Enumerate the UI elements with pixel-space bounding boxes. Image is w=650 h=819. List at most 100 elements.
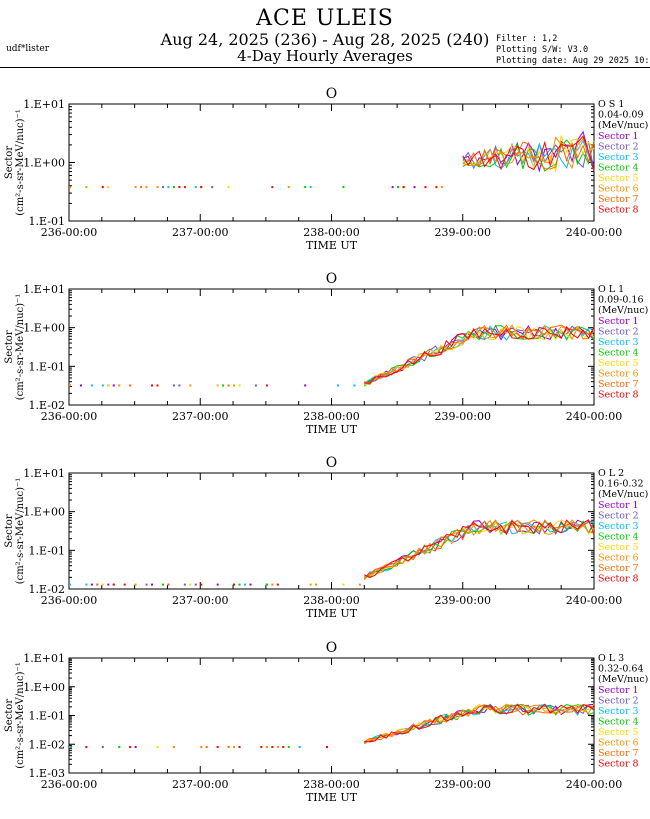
panel-3: O 1.E-02 1.E-01 1.E+00 1.E+01 236-00:00 237-00… <box>4 455 648 620</box>
legend-entry-sector-5: Sector 5 <box>598 542 639 553</box>
data-point-sector-5 <box>156 746 159 749</box>
y-tick-label: 1.E-02 <box>29 583 65 596</box>
x-tick-label: 238-00:00 <box>303 410 359 423</box>
data-point-sector-1 <box>107 583 110 586</box>
y-axis-label: Sector <box>4 146 15 179</box>
legend-entry-sector-8: Sector 8 <box>598 574 639 585</box>
legend-entry-sector-2: Sector 2 <box>598 511 639 522</box>
data-point-sector-6 <box>233 746 236 749</box>
data-point-sector-1 <box>413 186 416 189</box>
series-line-sector-5 <box>364 324 595 385</box>
y-axis-units: (cm²-s-sr-MeV/nuc)⁻¹ <box>15 662 26 769</box>
software-version-label: Plotting S/W: V3.0 <box>496 45 589 55</box>
series-line-sector-5 <box>364 703 595 743</box>
x-axis-label: TIME UT <box>306 239 358 252</box>
panel-title: O <box>326 640 337 656</box>
x-tick-label: 237-00:00 <box>172 410 228 423</box>
data-point-sector-8 <box>238 746 241 749</box>
panel-1: O 1.E-01 1.E+00 1.E+01 236-00:00 237-00:00 238… <box>4 86 648 252</box>
legend-entry-sector-3: Sector 3 <box>598 521 639 532</box>
legend-entry-sector-5: Sector 5 <box>598 358 639 369</box>
legend-entry-sector-3: Sector 3 <box>598 152 639 163</box>
data-point-sector-2 <box>194 583 197 586</box>
legend-title-line: O S 1 <box>598 99 624 110</box>
data-point-sector-5 <box>227 186 230 189</box>
x-tick-label: 239-00:00 <box>435 594 491 607</box>
data-point-sector-3 <box>101 384 104 387</box>
legend-entry-sector-4: Sector 4 <box>598 163 639 174</box>
data-point-sector-6 <box>134 583 137 586</box>
data-point-sector-1 <box>112 384 115 387</box>
legend-entry-sector-6: Sector 6 <box>598 369 639 380</box>
data-point-sector-3 <box>353 384 356 387</box>
data-point-sector-3 <box>298 746 301 749</box>
series-line-sector-7 <box>462 141 595 170</box>
series-line-sector-7 <box>364 704 595 743</box>
data-point-sector-7 <box>69 186 71 189</box>
data-point-sector-2 <box>145 583 148 586</box>
legend-entry-sector-5: Sector 5 <box>598 173 639 184</box>
data-point-sector-3 <box>309 186 312 189</box>
legend-title-line: O L 3 <box>598 653 624 664</box>
data-point-sector-5 <box>107 186 110 189</box>
x-axis-label: TIME UT <box>306 607 358 620</box>
panel-2: O 1.E-02 1.E-01 1.E+00 1.E+01 236-00:00 237-00… <box>4 271 648 436</box>
data-point-sector-6 <box>276 746 279 749</box>
plot-frame <box>68 288 595 406</box>
data-point-sector-8 <box>265 384 268 387</box>
plot-frame <box>68 657 595 774</box>
x-tick-label: 240-00:00 <box>566 226 622 239</box>
data-point-sector-4 <box>342 186 345 189</box>
data-point-sector-6 <box>145 186 148 189</box>
data-point-sector-4 <box>238 583 241 586</box>
series-line-sector-8 <box>364 519 595 578</box>
y-tick-label: 1.E-01 <box>29 544 65 557</box>
data-point-sector-8 <box>112 583 115 586</box>
series-line-sector-3 <box>364 521 595 578</box>
data-point-sector-5 <box>107 384 110 387</box>
y-tick-label: 1.E-01 <box>29 710 65 723</box>
data-point-sector-3 <box>85 583 88 586</box>
data-point-sector-2 <box>183 583 186 586</box>
legend-title-line: (MeV/nuc) <box>598 120 648 131</box>
data-point-sector-6 <box>358 583 361 586</box>
series-line-sector-1 <box>462 130 595 173</box>
data-point-sector-4 <box>287 746 290 749</box>
legend-entry-sector-8: Sector 8 <box>598 390 639 401</box>
data-point-sector-3 <box>244 583 246 586</box>
x-tick-label: 237-00:00 <box>172 778 228 791</box>
data-point-sector-7 <box>227 746 230 749</box>
x-tick-label: 240-00:00 <box>566 410 622 423</box>
data-point-sector-8 <box>183 186 186 189</box>
data-point-sector-8 <box>435 186 438 189</box>
data-point-sector-8 <box>216 746 219 749</box>
data-point-sector-8 <box>129 746 132 749</box>
legend-entry-sector-3: Sector 3 <box>598 337 639 348</box>
y-tick-label: 1.E-02 <box>29 399 65 412</box>
data-point-sector-8 <box>271 746 274 749</box>
data-point-sector-5 <box>238 384 241 387</box>
data-point-sector-7 <box>129 384 132 387</box>
y-axis-label: Sector <box>4 699 15 732</box>
data-point-sector-8 <box>271 186 274 189</box>
legend-title-line: 0.16-0.32 <box>598 479 644 490</box>
data-point-sector-5 <box>216 384 219 387</box>
x-tick-label: 237-00:00 <box>172 594 228 607</box>
legend-title-line: O L 2 <box>598 468 624 479</box>
y-axis-units: (cm²-s-sr-MeV/nuc)⁻¹ <box>15 478 26 585</box>
data-point-sector-1 <box>134 746 137 749</box>
data-point-sector-6 <box>309 583 312 586</box>
data-point-sector-2 <box>254 384 257 387</box>
data-point-sector-7 <box>227 384 230 387</box>
legend-entry-sector-2: Sector 2 <box>598 327 639 338</box>
y-tick-label: 1.E+00 <box>23 322 65 335</box>
y-tick-label: 1.E+01 <box>23 283 65 296</box>
data-point-sector-6 <box>440 186 443 189</box>
legend-entry-sector-1: Sector 1 <box>598 131 639 142</box>
series-line-sector-7 <box>363 519 595 580</box>
data-point-sector-6 <box>156 186 159 189</box>
legend-entry-sector-3: Sector 3 <box>598 706 639 717</box>
data-point-sector-3 <box>69 583 71 586</box>
data-point-sector-7 <box>96 583 99 586</box>
legend-entry-sector-8: Sector 8 <box>598 205 639 216</box>
